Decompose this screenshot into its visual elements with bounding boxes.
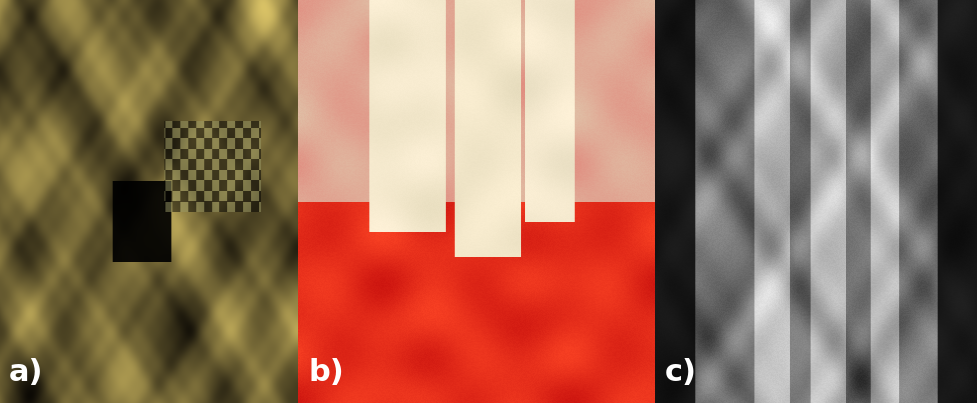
Text: a): a) [9, 358, 43, 387]
Text: b): b) [309, 358, 345, 387]
Text: c): c) [664, 358, 697, 387]
